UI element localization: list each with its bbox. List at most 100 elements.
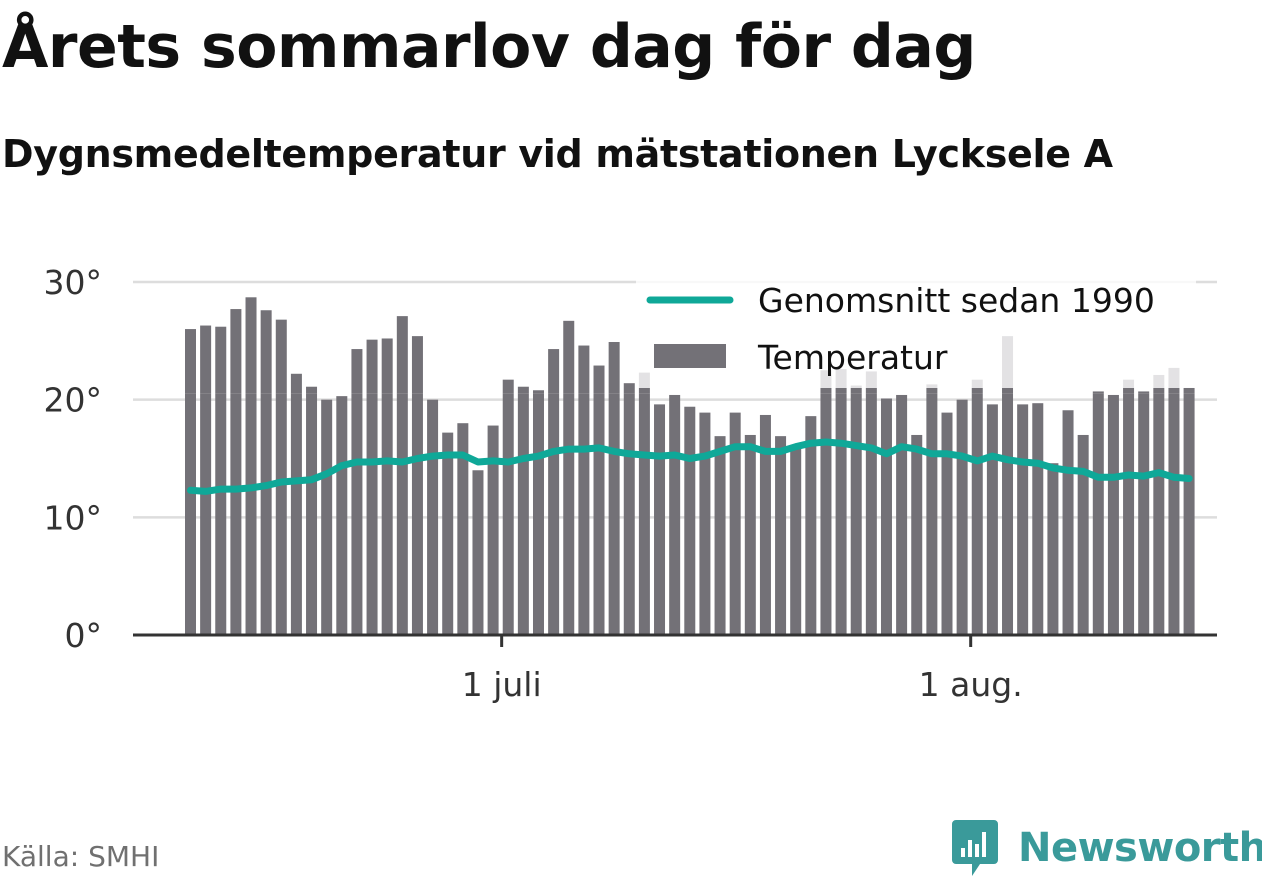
temperature-bar [563,393,575,635]
temperature-bar [820,393,832,635]
temperature-bar-top [1138,391,1150,394]
temperature-bar-top [245,297,257,394]
temperature-bar [593,393,605,635]
temperature-bar-top [502,379,514,394]
y-tick-label: 30° [44,263,103,302]
temperature-bar [230,393,242,635]
temperature-bar [699,412,711,635]
temperature-bar [578,393,590,635]
temperature-bar-top [548,349,560,394]
temperature-bar-top [563,320,575,394]
average-line-group [187,438,1193,495]
temperature-bar [926,393,938,635]
temperature-bar-top [275,319,287,394]
temperature-bar [1092,393,1104,635]
temperature-bar [517,393,529,635]
temperature-bar [759,414,771,635]
temperature-bar [941,412,953,635]
temperature-bar [442,432,454,635]
temperature-bar [1138,393,1150,635]
temperature-bar [200,393,212,635]
temperature-bar [865,393,877,635]
temperature-bar [472,470,484,635]
temperature-bar [1047,463,1059,635]
temperature-bar [608,393,620,635]
temperature-bar-top [1092,391,1104,394]
temperature-bar [260,393,272,635]
temperature-bar [366,393,378,635]
temperature-bar [411,393,423,635]
temperature-bar [971,393,983,635]
temperature-bar [956,399,968,635]
temperature-bar [638,393,650,635]
temperature-bar-top [517,386,529,394]
temperature-bar [290,393,302,635]
temperature-bar-top [200,325,212,394]
temperature-bar [351,393,363,635]
chart-subtitle: Dygnsmedeltemperatur vid mätstationen Ly… [2,132,1113,176]
temperature-bar [850,393,862,635]
temperature-bar [1077,434,1089,635]
temperature-bar-top [578,345,590,394]
temperature-bar-top [1183,387,1195,394]
temperature-bar [336,396,348,635]
temperature-bar [896,394,908,635]
temperature-bar [321,399,333,635]
temperature-bar [654,404,666,635]
brand-name: Newsworthy [1018,825,1262,871]
temperature-bar [502,393,514,635]
temperature-bar-top [351,349,363,394]
temperature-bar [1153,393,1165,635]
temperature-bar [714,436,726,635]
temperature-bar-top [532,390,544,394]
temperature-bar [1107,394,1119,635]
temperature-bar [1002,393,1014,635]
temperature-bar-top [306,386,318,394]
x-tick-label: 1 aug. [919,665,1023,704]
temperature-bar-top [850,385,862,394]
temperature-bar-top [215,326,227,394]
temperature-bar [381,393,393,635]
temperature-bar [1168,393,1180,635]
temperature-bar [1032,403,1044,635]
temperature-bar-top [623,383,635,394]
temperature-bar [185,393,196,635]
legend-bar-swatch [654,344,726,368]
temperature-chart: 0° 10° 20° 30° 1 juli 1 aug. Genomsnitt sedan… [44,263,1217,704]
newsworthy-logo-icon [952,820,998,876]
temperature-bar [911,434,923,635]
y-tick-label: 10° [44,498,103,537]
temperature-bar [487,425,499,635]
temperature-bar [835,393,847,635]
temperature-bar [1062,410,1074,635]
temperature-bar [805,416,817,635]
legend-label-average: Genomsnitt sedan 1990 [758,281,1155,320]
legend: Genomsnitt sedan 1990 Temperatur [636,270,1196,388]
temperature-bar-top [608,342,620,394]
temperature-bar [744,434,756,635]
average-line [187,438,1193,495]
temperature-bar [396,393,408,635]
temperature-bar [1123,393,1135,635]
temperature-bar [684,406,696,635]
y-tick-label: 20° [44,381,103,420]
temperature-bar [548,393,560,635]
axes: 0° 10° 20° 30° 1 juli 1 aug. [44,263,1217,704]
y-tick-label: 0° [65,616,103,655]
temperature-bar [245,393,257,635]
temperature-bar [1017,404,1029,635]
temperature-bar [1183,393,1195,635]
temperature-bar-top [411,336,423,394]
temperature-bar-top [185,329,196,394]
temperature-bar [775,436,787,635]
temperature-bar [986,404,998,635]
brand-logo: Newsworthy [950,818,1262,878]
temperature-bar [729,412,741,635]
temperature-bar [306,393,318,635]
temperature-bar-top [381,338,393,394]
temperature-bar-top [260,310,272,394]
temperature-bar [457,423,469,635]
temperature-bar [790,446,802,635]
temperature-bar [669,394,681,635]
temperature-bar [623,393,635,635]
